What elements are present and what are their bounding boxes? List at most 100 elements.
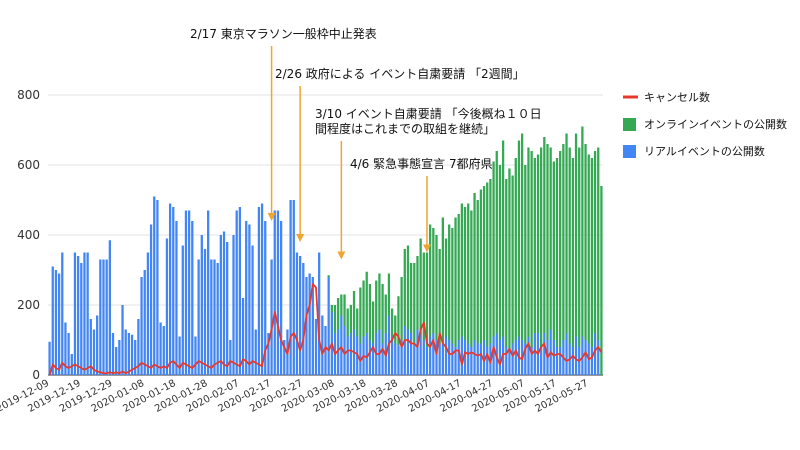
real-event-bar <box>273 210 276 375</box>
real-event-bar <box>311 277 314 375</box>
legend-swatch <box>623 95 638 99</box>
online-event-bar <box>489 179 492 344</box>
real-event-bar <box>115 347 118 375</box>
real-event-bar <box>99 259 102 375</box>
real-event-bar <box>191 221 194 375</box>
real-event-bar <box>514 340 517 375</box>
real-event-bar <box>92 329 96 375</box>
online-event-bar <box>540 147 543 347</box>
online-event-bar <box>463 207 467 340</box>
real-event-bar <box>67 333 70 375</box>
real-event-bar <box>241 298 245 375</box>
real-event-bar <box>451 343 454 375</box>
online-event-bar <box>549 147 552 330</box>
online-event-bar <box>584 144 587 340</box>
real-event-bar <box>108 240 111 375</box>
real-event-bar <box>533 333 536 375</box>
online-event-bar <box>416 256 419 330</box>
online-event-bar <box>381 284 384 344</box>
real-event-bar <box>457 340 460 375</box>
online-event-bar <box>492 161 495 337</box>
real-event-bar <box>105 259 108 375</box>
online-event-bar <box>429 224 432 337</box>
real-event-bar <box>295 252 299 375</box>
real-event-bar <box>172 207 175 375</box>
real-event-bar <box>238 207 242 375</box>
real-event-bar <box>111 333 115 375</box>
real-event-bar <box>590 347 594 375</box>
real-event-bar <box>463 340 467 375</box>
real-event-bar <box>283 340 286 375</box>
online-event-bar <box>451 228 454 344</box>
real-event-bar <box>54 270 58 375</box>
real-event-bar <box>460 336 464 375</box>
real-event-bar <box>565 333 568 375</box>
online-event-bar <box>517 140 521 337</box>
real-event-bar <box>327 277 330 375</box>
legend-label: オンラインイベントの公開数 <box>644 118 787 131</box>
online-event-bar <box>340 294 343 316</box>
online-event-bar <box>552 161 555 340</box>
online-event-bar <box>371 301 375 344</box>
online-event-bar <box>403 249 406 326</box>
real-event-bar <box>89 319 92 375</box>
real-event-bar <box>454 347 457 375</box>
real-event-bar <box>448 340 451 375</box>
online-event-bar <box>400 277 403 340</box>
online-event-bar <box>565 133 568 333</box>
real-event-bar <box>467 343 470 375</box>
real-event-bar <box>127 333 131 375</box>
real-event-bar <box>381 343 384 375</box>
real-event-bar <box>486 347 489 375</box>
real-event-bar <box>318 252 321 375</box>
online-event-bar <box>587 154 590 344</box>
real-event-bar <box>140 277 143 375</box>
real-event-bar <box>270 259 273 375</box>
real-event-bar <box>267 333 270 375</box>
online-event-bar <box>524 165 527 344</box>
online-event-bar <box>520 133 524 340</box>
annotation-arrow-head <box>422 244 431 253</box>
real-event-bar <box>162 326 165 375</box>
real-event-bar <box>292 200 295 375</box>
real-event-bar <box>222 231 226 375</box>
online-event-bar <box>495 151 498 333</box>
online-event-bar <box>454 217 457 347</box>
real-event-bar <box>473 340 476 375</box>
real-event-bar <box>574 336 578 375</box>
online-event-bar <box>368 284 372 340</box>
y-axis: 0 200 400 600 800 <box>17 88 40 382</box>
real-event-bar <box>134 340 137 375</box>
online-event-bar <box>600 186 603 375</box>
real-event-bar <box>124 329 127 375</box>
real-event-bar <box>213 259 216 375</box>
online-event-bar <box>530 151 533 347</box>
real-event-bar <box>48 341 51 375</box>
real-event-bar <box>229 340 232 375</box>
real-event-bar <box>397 345 400 375</box>
real-event-bar <box>508 350 511 375</box>
online-event-bar <box>352 291 356 330</box>
real-event-bar <box>368 340 372 375</box>
y-tick-label: 800 <box>17 88 40 102</box>
real-event-bar <box>419 333 422 375</box>
real-event-bar <box>64 322 67 375</box>
real-event-bar <box>57 273 61 375</box>
online-event-bar <box>467 203 470 344</box>
real-event-bar <box>289 200 292 375</box>
real-event-bar <box>70 354 73 375</box>
online-event-bar <box>448 224 451 340</box>
online-event-bar <box>543 137 546 333</box>
real-event-bar <box>479 343 483 375</box>
real-event-bar <box>441 340 444 375</box>
online-event-bar <box>327 275 330 277</box>
cancel-line-group <box>48 283 603 376</box>
real-event-bar <box>394 343 397 375</box>
real-event-bar <box>83 252 86 375</box>
real-event-bar <box>175 221 178 375</box>
online-event-bar <box>390 308 394 337</box>
real-event-bar <box>584 340 587 375</box>
real-event-bar <box>159 322 162 375</box>
online-event-bar <box>365 271 368 333</box>
online-event-bar <box>406 245 410 330</box>
